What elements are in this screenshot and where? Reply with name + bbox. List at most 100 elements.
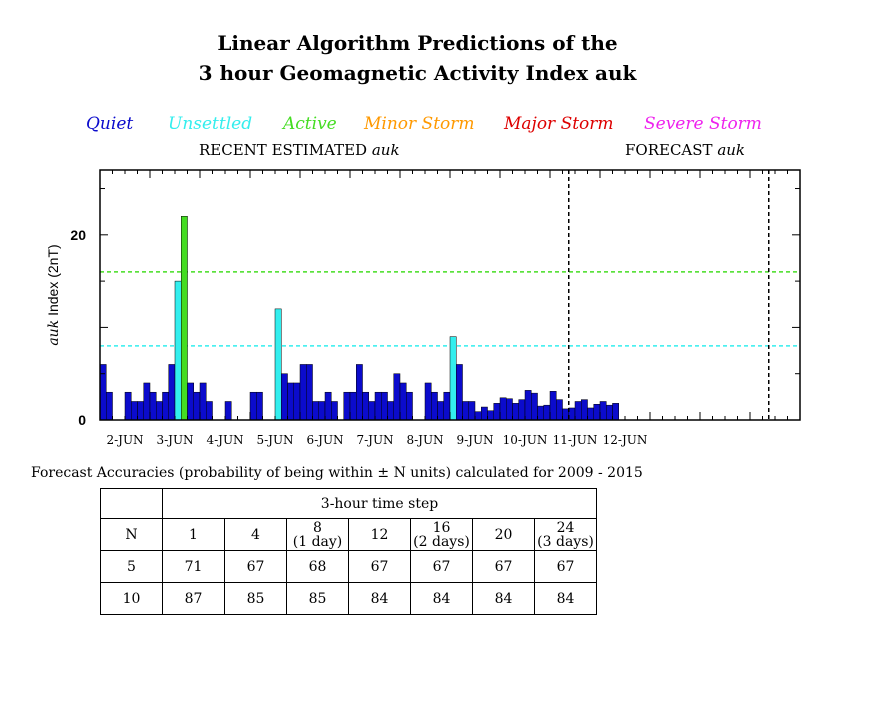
bar xyxy=(512,403,519,421)
x-tick-label: 6-JUN xyxy=(306,433,343,447)
forecast-section-label: FORECAST auk xyxy=(625,141,745,159)
legend-severe-storm: Severe Storm xyxy=(644,114,762,134)
accuracy-value: 67 xyxy=(224,550,287,583)
x-tick-label: 12-JUN xyxy=(603,433,648,447)
bar xyxy=(349,391,357,421)
table-row: 10 87 85 85 84 84 84 84 xyxy=(100,582,597,615)
x-tick-labels: 2-JUN 3-JUN 4-JUN 5-JUN 6-JUN 7-JUN 8-JUN 9-JUN… xyxy=(106,433,647,447)
accuracy-value: 84 xyxy=(472,582,535,615)
accuracy-value: 84 xyxy=(348,582,411,615)
bars-group xyxy=(99,216,619,421)
bar xyxy=(518,399,526,421)
legend-unsettled: Unsettled xyxy=(168,114,253,134)
forecast-label-var: auk xyxy=(717,141,746,159)
accuracy-value: 84 xyxy=(410,582,473,615)
bar xyxy=(493,403,501,421)
x-tick-label: 5-JUN xyxy=(256,433,293,447)
recent-label-var: auk xyxy=(371,141,400,159)
step-line2: (2 days) xyxy=(413,533,470,550)
bar xyxy=(393,373,401,421)
step-line1: 8 xyxy=(313,519,322,536)
bar xyxy=(606,404,613,421)
x-tick-label: 4-JUN xyxy=(206,433,243,447)
y-tick-label: 0 xyxy=(78,412,86,428)
bar xyxy=(318,401,326,421)
y-axis-label-var: auk xyxy=(46,320,62,346)
bar xyxy=(224,401,232,421)
table-corner-cell xyxy=(100,488,163,519)
accuracy-value: 67 xyxy=(534,550,597,583)
bar xyxy=(543,404,551,421)
x-tick-label: 3-JUN xyxy=(156,433,193,447)
bar xyxy=(574,401,582,421)
table-header-row: 3-hour time step xyxy=(100,488,597,519)
step-cell: 4 xyxy=(224,518,287,551)
step-cell: 24 (3 days) xyxy=(534,518,597,551)
bar xyxy=(424,382,432,421)
bar xyxy=(593,404,601,421)
bar xyxy=(537,405,544,421)
bar xyxy=(399,382,407,421)
bar xyxy=(106,391,113,421)
x-tick-label: 9-JUN xyxy=(456,433,493,447)
step-line2: 12 xyxy=(370,526,389,543)
step-cell: 12 xyxy=(348,518,411,551)
bar xyxy=(462,401,469,421)
bar xyxy=(443,391,451,421)
bar xyxy=(281,373,288,421)
bar xyxy=(156,401,163,421)
x-tick-label: 2-JUN xyxy=(106,433,143,447)
bar xyxy=(174,280,182,421)
step-cell: 8 (1 day) xyxy=(286,518,349,551)
bar xyxy=(124,391,132,421)
bar xyxy=(362,391,369,421)
accuracy-value: 85 xyxy=(224,582,287,615)
bar xyxy=(331,401,338,421)
legend-active: Active xyxy=(283,114,337,134)
axis-ticks xyxy=(99,170,801,421)
bar xyxy=(524,390,532,421)
y-axis-label: auk Index (2nT) xyxy=(45,244,62,345)
step-line2: (1 day) xyxy=(292,533,343,550)
bar xyxy=(356,364,363,421)
bar xyxy=(387,401,394,421)
step-line1: 16 xyxy=(432,519,451,536)
legend-major-storm: Major Storm xyxy=(504,114,614,134)
bar xyxy=(562,408,569,421)
bar xyxy=(368,401,376,421)
bar xyxy=(193,391,201,421)
step-cell: 16 (2 days) xyxy=(410,518,473,551)
accuracy-value: 85 xyxy=(286,582,349,615)
accuracy-value: 68 xyxy=(286,550,349,583)
bar xyxy=(162,391,169,421)
x-tick-label: 8-JUN xyxy=(406,433,443,447)
bar xyxy=(293,382,301,421)
forecast-label-text: FORECAST xyxy=(625,141,718,159)
step-line2: 20 xyxy=(494,526,513,543)
bar xyxy=(499,397,507,421)
accuracy-value: 67 xyxy=(472,550,535,583)
bar xyxy=(306,364,313,421)
bar xyxy=(249,391,257,421)
accuracy-value: 67 xyxy=(348,550,411,583)
recent-label-text: RECENT ESTIMATED xyxy=(199,141,372,159)
step-line2: 4 xyxy=(251,526,260,543)
forecast-boundaries xyxy=(568,170,770,420)
bar xyxy=(312,401,319,421)
bar xyxy=(599,401,607,421)
bar xyxy=(168,364,176,421)
bar xyxy=(456,364,463,421)
bar xyxy=(187,382,194,421)
y-tick-label: 20 xyxy=(70,227,86,243)
bar xyxy=(181,216,188,421)
accuracy-value: 67 xyxy=(410,550,473,583)
bar xyxy=(149,391,157,421)
bar xyxy=(199,382,207,421)
bar xyxy=(612,403,619,421)
table-row: 5 71 67 68 67 67 67 67 xyxy=(100,550,597,583)
bar xyxy=(299,364,307,421)
accuracy-value: 84 xyxy=(534,582,597,615)
bar xyxy=(568,407,576,421)
bar xyxy=(581,399,588,421)
bar xyxy=(381,391,388,421)
